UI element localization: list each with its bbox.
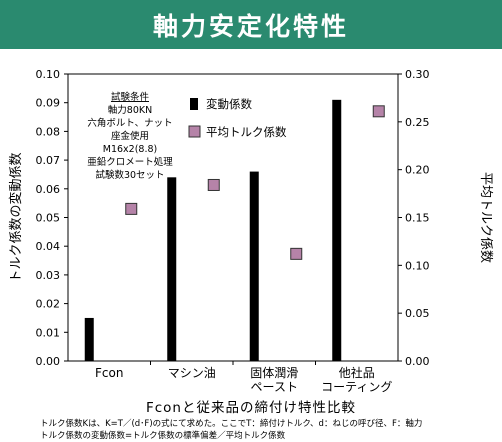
right-tick-label: 0.30 [405,68,430,81]
left-tick-label: 0.05 [36,212,61,225]
left-tick-label: 0.10 [36,68,61,81]
chart-area: 0.00 0.01 0.02 0.03 0.04 0.05 0.06 0.07 0.08 0.09… [8,68,493,394]
legend-square-marker [188,125,201,138]
footnote-line-2: トルク係数の変動係数=トルク係数の標準偏差／平均トルク係数 [40,431,286,441]
bar-variation-coefficient [167,177,177,361]
right-tick-label: 0.20 [405,164,430,177]
right-tick-label: 0.05 [405,307,430,320]
bar-variation-coefficient [332,99,342,361]
left-tick-label: 0.04 [36,240,61,253]
title-banner: 軸力安定化特性 [0,0,502,49]
point-avg-torque-coefficient [125,202,138,215]
point-avg-torque-coefficient [207,178,220,191]
category-label: コーティング [321,380,392,394]
test-condition-line: 軸力80KN [108,104,152,116]
left-tick-label: 0.07 [36,154,61,167]
point-avg-torque-coefficient [372,105,385,118]
chart-title: 軸力安定化特性 [152,11,349,41]
category-label: Fcon [95,366,123,380]
left-tick-label: 0.08 [36,125,61,138]
left-tick-label: 0.09 [36,97,61,110]
footnote-line-1: トルク係数Kは、K=T／(d･F)の式にて求めた。ここでT：締付けトルク、d：ね… [40,419,423,429]
left-axis-title: トルク係数の変動係数 [8,152,24,282]
bar-variation-coefficient [249,171,259,361]
test-condition-line: M16x2(8.8) [103,144,157,155]
right-axis-title: 平均トルク係数 [478,172,493,263]
left-tick-label: 0.06 [36,183,61,196]
category-label: 他社品 [339,365,375,380]
bar-variation-coefficient [84,317,94,361]
test-conditions-heading: 試験条件 [111,91,150,103]
right-tick-label: 0.00 [405,355,430,368]
legend-bar-marker [190,98,198,110]
right-tick-label: 0.25 [405,116,430,129]
test-condition-line: 座金使用 [111,130,149,142]
test-condition-line: 試験数30セット [95,169,164,181]
category-label: 固体潤滑 [250,366,298,380]
point-avg-torque-coefficient [290,247,303,260]
chart-subtitle: Fconと従来品の締付け特性比較 [145,400,356,416]
right-tick-label: 0.10 [405,259,430,272]
left-tick-label: 0.00 [36,355,61,368]
category-label: マシン油 [168,366,216,380]
left-tick-label: 0.02 [36,298,61,311]
test-condition-line: 六角ボルト、ナット [87,117,172,129]
test-condition-line: 亜鉛クロメート処理 [87,156,173,168]
legend-label-avg-torque: 平均トルク係数 [206,125,287,139]
footnote: トルク係数Kは、K=T／(d･F)の式にて求めた。ここでT：締付けトルク、d：ね… [40,418,480,442]
category-label: ペースト [251,380,298,394]
legend-label-variation: 変動係数 [206,97,252,111]
left-tick-label: 0.03 [36,269,61,282]
right-tick-label: 0.15 [405,212,430,225]
left-tick-label: 0.01 [36,326,61,339]
